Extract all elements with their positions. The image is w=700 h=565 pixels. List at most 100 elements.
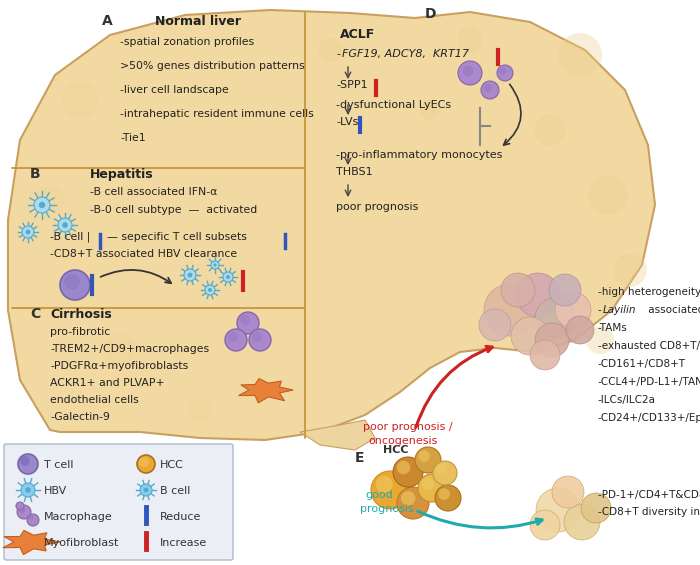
Text: -: - xyxy=(336,49,340,59)
Circle shape xyxy=(252,332,262,342)
Text: associated CD8+T: associated CD8+T xyxy=(645,305,700,315)
Circle shape xyxy=(21,483,35,497)
Circle shape xyxy=(240,315,250,325)
Text: Hepatitis: Hepatitis xyxy=(90,168,153,181)
Circle shape xyxy=(188,398,212,422)
Circle shape xyxy=(535,298,575,338)
Text: ACLF: ACLF xyxy=(340,28,375,41)
Circle shape xyxy=(62,82,98,118)
Circle shape xyxy=(499,67,507,75)
Circle shape xyxy=(530,340,560,370)
Circle shape xyxy=(438,488,450,500)
Text: T cell: T cell xyxy=(44,460,74,470)
Text: endothelial cells: endothelial cells xyxy=(50,395,139,405)
Circle shape xyxy=(20,456,30,466)
Circle shape xyxy=(516,273,560,317)
Text: good: good xyxy=(365,490,393,500)
Circle shape xyxy=(26,229,30,234)
Circle shape xyxy=(536,488,580,532)
Text: -PD-1+/CD4+T&CD8+T cell: -PD-1+/CD4+T&CD8+T cell xyxy=(598,490,700,500)
Circle shape xyxy=(34,197,50,213)
Circle shape xyxy=(208,288,212,292)
Text: -B-0 cell subtype  —  activated: -B-0 cell subtype — activated xyxy=(90,205,258,215)
Circle shape xyxy=(16,502,24,510)
Circle shape xyxy=(249,329,271,351)
Circle shape xyxy=(420,100,440,120)
Circle shape xyxy=(511,317,549,355)
Polygon shape xyxy=(8,10,655,440)
Circle shape xyxy=(534,114,566,146)
Text: Cirrhosis: Cirrhosis xyxy=(50,308,112,321)
Circle shape xyxy=(558,33,602,77)
Circle shape xyxy=(60,270,90,300)
Circle shape xyxy=(27,514,39,526)
Text: prognosis: prognosis xyxy=(360,504,414,514)
Circle shape xyxy=(205,285,215,295)
Circle shape xyxy=(484,284,536,336)
Circle shape xyxy=(139,457,149,467)
Circle shape xyxy=(588,175,628,215)
Text: -Tie1: -Tie1 xyxy=(120,133,146,143)
Circle shape xyxy=(140,484,152,496)
Circle shape xyxy=(418,474,446,502)
Circle shape xyxy=(436,464,447,475)
Text: -high heterogeneity: -high heterogeneity xyxy=(598,287,700,297)
Text: ACKR1+ and PLVAP+: ACKR1+ and PLVAP+ xyxy=(50,378,164,388)
Text: HCC: HCC xyxy=(383,445,409,455)
Text: -LVs: -LVs xyxy=(336,117,358,127)
Circle shape xyxy=(549,274,581,306)
Circle shape xyxy=(22,226,34,238)
Text: Normal liver: Normal liver xyxy=(155,15,241,28)
Circle shape xyxy=(397,460,410,474)
Circle shape xyxy=(318,38,342,62)
Text: -spatial zonation profiles: -spatial zonation profiles xyxy=(120,37,254,47)
Circle shape xyxy=(36,186,64,214)
Text: -pro-inflammatory monocytes: -pro-inflammatory monocytes xyxy=(336,150,503,160)
Circle shape xyxy=(104,334,136,366)
Circle shape xyxy=(211,261,219,269)
Circle shape xyxy=(421,477,434,490)
Text: -intrahepatic resident immune cells: -intrahepatic resident immune cells xyxy=(120,109,314,119)
Text: -CCL4+/PD-L1+/TAN: -CCL4+/PD-L1+/TAN xyxy=(598,377,700,387)
Text: E: E xyxy=(355,451,365,465)
Text: HBV: HBV xyxy=(44,486,67,496)
Text: -ILCs/ILC2a: -ILCs/ILC2a xyxy=(598,395,656,405)
Circle shape xyxy=(530,510,560,540)
Circle shape xyxy=(415,447,441,473)
Text: pro-fibrotic: pro-fibrotic xyxy=(50,327,111,337)
Circle shape xyxy=(376,476,393,493)
Text: -PDGFRα+myofibroblasts: -PDGFRα+myofibroblasts xyxy=(50,361,188,371)
FancyBboxPatch shape xyxy=(4,444,233,560)
Text: B cell: B cell xyxy=(160,486,190,496)
Text: Increase: Increase xyxy=(160,538,207,548)
Text: -TREM2+/CD9+macrophages: -TREM2+/CD9+macrophages xyxy=(50,344,209,354)
Text: Macrophage: Macrophage xyxy=(44,512,113,522)
Circle shape xyxy=(457,27,483,53)
Text: -B cell associated IFN-α: -B cell associated IFN-α xyxy=(90,187,218,197)
Circle shape xyxy=(371,471,409,509)
Text: -CD24+/CD133+/EpCAM+/CD45-cells: -CD24+/CD133+/EpCAM+/CD45-cells xyxy=(598,413,700,423)
Text: THBS1: THBS1 xyxy=(336,167,372,177)
Circle shape xyxy=(397,487,429,519)
Circle shape xyxy=(28,515,34,521)
Text: HCC: HCC xyxy=(160,460,184,470)
Polygon shape xyxy=(3,531,60,555)
Text: oncogenesis: oncogenesis xyxy=(368,436,438,446)
Circle shape xyxy=(137,455,155,473)
Text: poor prognosis: poor prognosis xyxy=(336,202,419,212)
Circle shape xyxy=(58,218,72,232)
Circle shape xyxy=(17,505,31,519)
Circle shape xyxy=(184,269,196,281)
Circle shape xyxy=(497,65,513,81)
Text: -Galectin-9: -Galectin-9 xyxy=(50,412,110,422)
Circle shape xyxy=(144,488,148,493)
Circle shape xyxy=(226,275,230,279)
Circle shape xyxy=(25,487,31,493)
Text: A: A xyxy=(102,14,113,28)
Text: Layilin: Layilin xyxy=(603,305,636,315)
Circle shape xyxy=(484,84,492,92)
Circle shape xyxy=(566,316,594,344)
Circle shape xyxy=(225,329,247,351)
Text: -liver cell landscape: -liver cell landscape xyxy=(120,85,229,95)
Text: -TAMs: -TAMs xyxy=(598,323,628,333)
